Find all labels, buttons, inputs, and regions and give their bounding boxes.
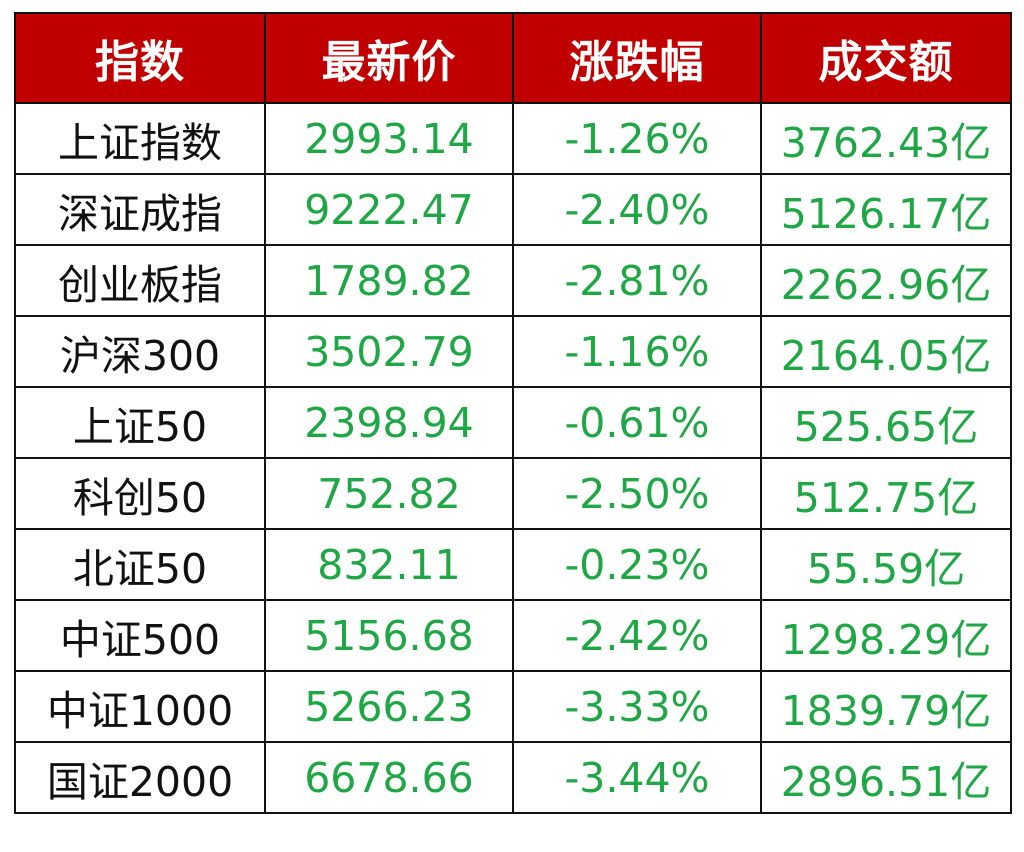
change-percent: -0.61% [512, 386, 762, 459]
turnover: 2896.51亿 [760, 741, 1012, 814]
latest-price: 1789.82 [264, 244, 514, 317]
change-percent: -3.33% [512, 670, 762, 743]
table-row: 北证50 832.11 -0.23% 55.59亿 [14, 528, 1012, 601]
table-row: 上证指数 2993.14 -1.26% 3762.43亿 [14, 102, 1012, 175]
header-index: 指数 [14, 12, 266, 104]
change-percent: -2.50% [512, 457, 762, 530]
index-name: 上证50 [14, 386, 266, 459]
turnover: 3762.43亿 [760, 102, 1012, 175]
change-percent: -2.42% [512, 599, 762, 672]
table-row: 沪深300 3502.79 -1.16% 2164.05亿 [14, 315, 1012, 388]
change-percent: -1.26% [512, 102, 762, 175]
turnover: 512.75亿 [760, 457, 1012, 530]
latest-price: 6678.66 [264, 741, 514, 814]
change-percent: -1.16% [512, 315, 762, 388]
table-row: 中证500 5156.68 -2.42% 1298.29亿 [14, 599, 1012, 672]
index-name: 沪深300 [14, 315, 266, 388]
table-row: 科创50 752.82 -2.50% 512.75亿 [14, 457, 1012, 530]
index-name: 科创50 [14, 457, 266, 530]
turnover: 525.65亿 [760, 386, 1012, 459]
table-row: 创业板指 1789.82 -2.81% 2262.96亿 [14, 244, 1012, 317]
index-name: 中证500 [14, 599, 266, 672]
latest-price: 9222.47 [264, 173, 514, 246]
turnover: 5126.17亿 [760, 173, 1012, 246]
latest-price: 3502.79 [264, 315, 514, 388]
turnover: 2164.05亿 [760, 315, 1012, 388]
change-percent: -0.23% [512, 528, 762, 601]
latest-price: 5156.68 [264, 599, 514, 672]
index-name: 创业板指 [14, 244, 266, 317]
turnover: 2262.96亿 [760, 244, 1012, 317]
latest-price: 5266.23 [264, 670, 514, 743]
table-row: 国证2000 6678.66 -3.44% 2896.51亿 [14, 741, 1012, 814]
latest-price: 752.82 [264, 457, 514, 530]
index-name: 上证指数 [14, 102, 266, 175]
index-name: 国证2000 [14, 741, 266, 814]
table-row: 中证1000 5266.23 -3.33% 1839.79亿 [14, 670, 1012, 743]
turnover: 1298.29亿 [760, 599, 1012, 672]
header-row: 指数 最新价 涨跌幅 成交额 [14, 12, 1012, 104]
latest-price: 2398.94 [264, 386, 514, 459]
header-price: 最新价 [264, 12, 514, 104]
header-volume: 成交额 [760, 12, 1012, 104]
latest-price: 2993.14 [264, 102, 514, 175]
table-row: 上证50 2398.94 -0.61% 525.65亿 [14, 386, 1012, 459]
change-percent: -2.81% [512, 244, 762, 317]
turnover: 55.59亿 [760, 528, 1012, 601]
header-change: 涨跌幅 [512, 12, 762, 104]
change-percent: -2.40% [512, 173, 762, 246]
change-percent: -3.44% [512, 741, 762, 814]
table-row: 深证成指 9222.47 -2.40% 5126.17亿 [14, 173, 1012, 246]
index-name: 中证1000 [14, 670, 266, 743]
latest-price: 832.11 [264, 528, 514, 601]
turnover: 1839.79亿 [760, 670, 1012, 743]
index-quote-table: 指数 最新价 涨跌幅 成交额 上证指数 2993.14 -1.26% 3762.… [14, 12, 1012, 814]
index-name: 北证50 [14, 528, 266, 601]
index-name: 深证成指 [14, 173, 266, 246]
